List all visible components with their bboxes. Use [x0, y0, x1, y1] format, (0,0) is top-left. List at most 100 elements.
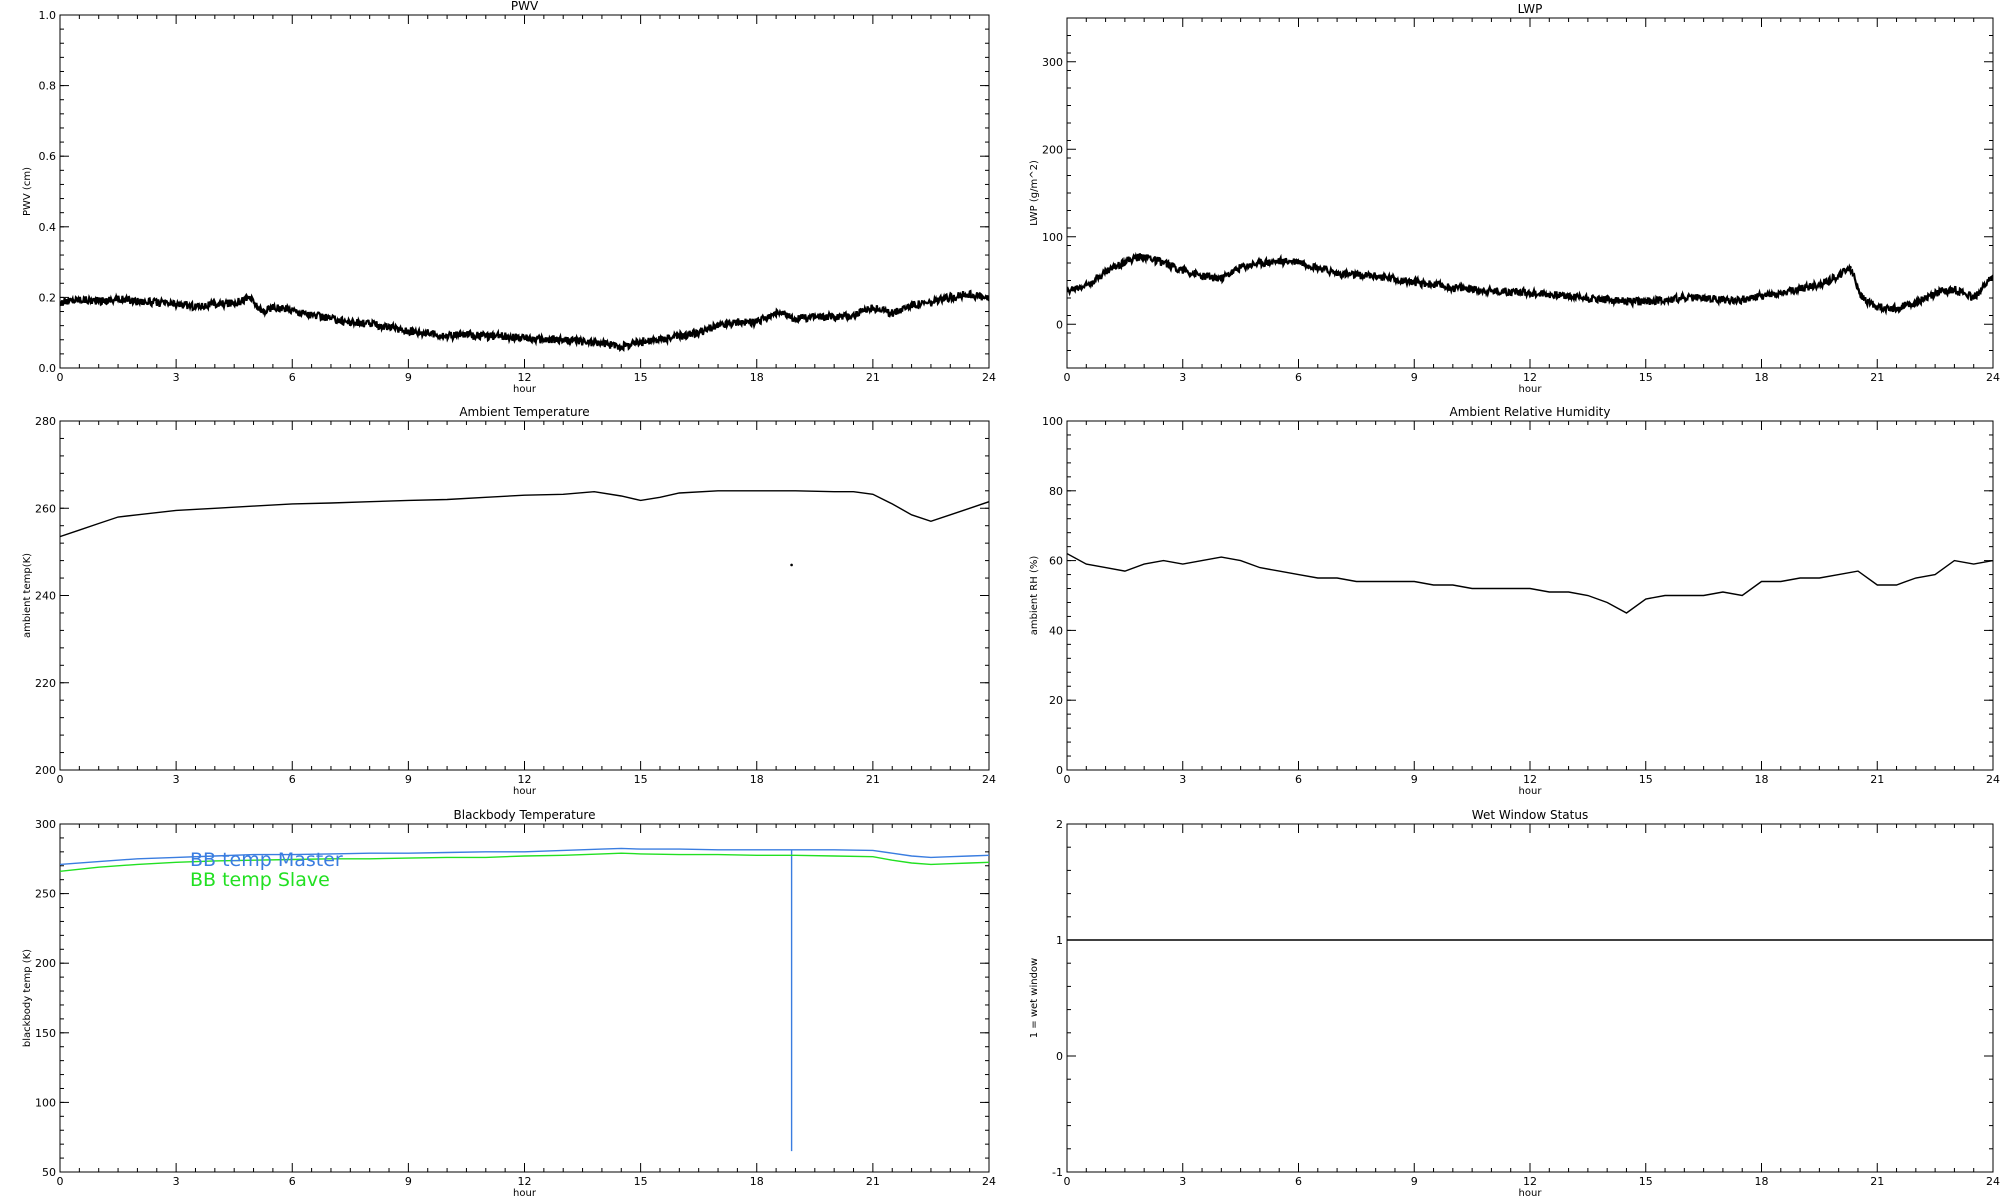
x-tick-label: 21	[1870, 371, 1884, 384]
y-tick-label: 260	[35, 502, 56, 515]
x-tick-label: 9	[1411, 1175, 1418, 1188]
x-tick-label: 21	[866, 773, 880, 786]
x-tick-label: 18	[750, 371, 764, 384]
x-tick-label: 6	[289, 1175, 296, 1188]
data-point	[155, 301, 159, 305]
y-tick-label: 80	[1049, 485, 1063, 498]
x-tick-label: 24	[982, 371, 996, 384]
x-tick-label: 24	[982, 1175, 996, 1188]
x-axis-label: hour	[1519, 1188, 1543, 1199]
data-point	[1161, 261, 1165, 265]
data-point	[1586, 296, 1590, 300]
x-tick-label: 0	[1064, 773, 1071, 786]
data-series-line	[60, 847, 989, 1152]
data-series-trace	[60, 289, 989, 352]
data-point	[968, 292, 972, 296]
x-tick-label: 24	[1986, 1175, 2000, 1188]
data-point	[1374, 274, 1378, 278]
data-point	[1104, 270, 1108, 274]
data-point	[1991, 274, 1993, 278]
data-point	[1489, 289, 1493, 293]
x-tick-label: 18	[750, 773, 764, 786]
data-point	[639, 340, 643, 344]
x-tick-label: 24	[1986, 773, 2000, 786]
x-tick-label: 0	[57, 371, 64, 384]
x-tick-label: 0	[1064, 371, 1071, 384]
plot-area	[60, 490, 989, 567]
data-series-line	[60, 852, 989, 872]
y-tick-label: 1	[1056, 934, 1063, 947]
data-point	[1181, 268, 1185, 272]
y-tick-label: 0.2	[39, 291, 57, 304]
data-point	[716, 324, 720, 328]
x-tick-label: 21	[866, 371, 880, 384]
x-axis-label: hour	[513, 1188, 537, 1199]
x-tick-label: 15	[1639, 773, 1653, 786]
x-tick-label: 18	[1755, 1175, 1769, 1188]
y-tick-label: 100	[1042, 231, 1063, 244]
x-tick-label: 9	[1411, 371, 1418, 384]
data-point	[1798, 287, 1802, 291]
data-point	[1760, 294, 1763, 298]
data-point	[677, 334, 681, 338]
x-axis-label: hour	[1519, 786, 1543, 797]
data-point	[774, 311, 778, 315]
x-tick-label: 3	[173, 1175, 180, 1188]
y-tick-label: 200	[1042, 143, 1063, 156]
y-tick-label: 220	[35, 677, 56, 690]
y-tick-label: 0.4	[39, 221, 57, 234]
data-point	[484, 334, 488, 338]
data-point	[1335, 272, 1339, 275]
data-point	[1084, 283, 1088, 287]
chart-panel-lwp: LWP 0 3 6 9 12 15 18 21 24 hour 0 100 200 300 LWP (g/m^…	[1029, 2, 2000, 395]
data-point	[619, 345, 623, 349]
data-point	[1837, 274, 1841, 278]
x-tick-label: 9	[1411, 773, 1418, 786]
data-point	[1914, 300, 1918, 304]
data-point	[1123, 259, 1127, 263]
data-point	[1702, 296, 1706, 300]
data-point	[790, 563, 793, 567]
x-tick-label: 21	[866, 1175, 880, 1188]
data-point	[1972, 296, 1976, 300]
data-point	[232, 301, 236, 305]
x-tick-label: 24	[1986, 371, 2000, 384]
chart-title: Blackbody Temperature	[454, 808, 596, 822]
x-tick-label: 12	[1523, 1175, 1537, 1188]
chart-panel-pwv: PWV 0 3 6 9 12 15 18 21 24 hour 0.0 0.2 0.4 0.6 0.8 1.0 P…	[22, 0, 996, 395]
data-point	[871, 306, 875, 310]
plot-frame	[59, 420, 990, 771]
data-series-line	[1067, 552, 1993, 614]
data-point	[852, 313, 856, 317]
legend-entry: BB temp Slave	[190, 869, 330, 891]
x-tick-label: 3	[1179, 1175, 1186, 1188]
x-tick-label: 6	[289, 773, 296, 786]
x-tick-label: 0	[57, 773, 64, 786]
data-point	[1297, 259, 1300, 263]
data-point	[735, 320, 739, 324]
data-point	[248, 295, 252, 299]
y-tick-label: 300	[35, 818, 56, 831]
data-point	[406, 329, 410, 333]
chart-title: LWP	[1518, 2, 1543, 16]
y-tick-label: 20	[1049, 694, 1063, 707]
y-axis-label: ambient RH (%)	[1029, 556, 1040, 636]
y-tick-label: 50	[42, 1166, 56, 1179]
x-tick-label: 21	[1870, 1175, 1884, 1188]
plot-frame	[1066, 420, 1994, 771]
y-tick-label: 280	[35, 415, 56, 428]
plot-frame	[1066, 17, 1994, 369]
data-point	[600, 341, 604, 345]
x-tick-label: 12	[1523, 371, 1537, 384]
y-tick-label: 0.0	[39, 362, 57, 375]
data-point	[193, 304, 197, 308]
x-axis-label: hour	[1519, 384, 1543, 395]
x-tick-label: 18	[1755, 371, 1769, 384]
data-point	[1470, 287, 1474, 291]
y-tick-label: 200	[35, 764, 56, 777]
data-point	[1277, 259, 1281, 263]
y-axis-label: blackbody temp (K)	[22, 949, 33, 1047]
x-tick-label: 12	[518, 371, 532, 384]
data-point	[60, 301, 62, 305]
data-point	[174, 302, 178, 306]
